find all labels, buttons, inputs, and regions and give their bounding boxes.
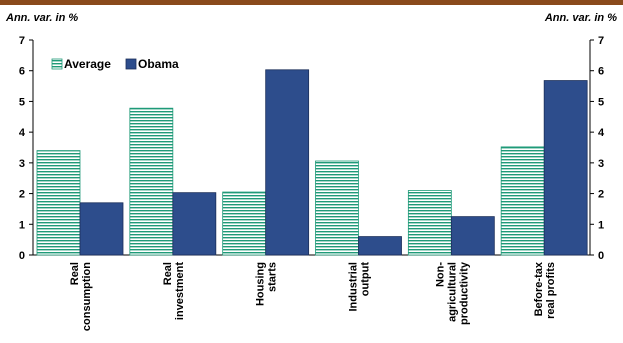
bar-average-2: [222, 191, 267, 256]
category-label-0: consumption: [81, 262, 93, 331]
legend-label-obama: Obama: [138, 57, 179, 71]
left-tick-label: 3: [19, 158, 25, 170]
category-labels: Real consumption Real investment Housing star…: [69, 261, 557, 331]
left-tick-label: 6: [19, 66, 25, 78]
bar-average-0: [36, 150, 81, 256]
category-label-1: investment: [174, 262, 186, 320]
right-tick-label: 2: [598, 189, 604, 201]
category-label-3: Industrial: [348, 262, 360, 312]
left-tick-label: 7: [19, 35, 25, 47]
left-tick-label: 2: [19, 189, 25, 201]
category-label-3: output: [360, 262, 372, 297]
left-tick-label: 4: [19, 127, 26, 139]
left-tick-label: 1: [19, 219, 25, 231]
bar-obama-5: [543, 80, 588, 256]
left-unit-label: Ann. var. in %: [5, 12, 78, 24]
left-tick-label: 5: [19, 96, 25, 108]
left-tick-label: 0: [19, 250, 25, 262]
legend: Average Obama: [51, 57, 179, 71]
right-tick-label: 4: [598, 127, 605, 139]
category-label-5: real profits: [545, 262, 557, 319]
legend-label-average: Average: [64, 57, 111, 71]
right-tick-label: 0: [598, 250, 604, 262]
right-tick-label: 5: [598, 96, 604, 108]
top-accent-bar: [0, 0, 623, 5]
axes: [29, 39, 594, 256]
bar-obama-1: [172, 192, 217, 256]
bar-obama-2: [265, 69, 310, 256]
legend-swatch-average: [51, 58, 63, 70]
category-label-4: productivity: [458, 261, 470, 325]
category-label-4: Non-: [434, 262, 446, 287]
bar-obama-3: [358, 236, 402, 256]
category-label-2: starts: [267, 262, 279, 292]
category-label-5: Before-tax: [533, 261, 545, 316]
category-label-0: Real: [69, 262, 81, 285]
bars: [36, 69, 588, 256]
bar-average-3: [315, 160, 359, 256]
bar-average-5: [500, 146, 545, 256]
right-unit-label: Ann. var. in %: [544, 12, 617, 24]
category-label-1: Real: [162, 262, 174, 285]
bar-obama-0: [79, 202, 124, 256]
category-label-4: agricultural: [446, 262, 458, 322]
category-label-2: Housing: [255, 262, 267, 306]
left-tick-labels: 0 1 2 3 4 5 6 7: [19, 35, 26, 262]
legend-swatch-obama: [125, 58, 137, 70]
right-tick-label: 3: [598, 158, 604, 170]
right-tick-label: 7: [598, 35, 604, 47]
right-tick-label: 1: [598, 219, 604, 231]
right-tick-labels: 0 1 2 3 4 5 6 7: [598, 35, 605, 262]
bar-average-1: [129, 107, 174, 256]
bar-obama-4: [450, 216, 495, 256]
right-tick-label: 6: [598, 66, 604, 78]
bar-average-4: [407, 190, 452, 256]
